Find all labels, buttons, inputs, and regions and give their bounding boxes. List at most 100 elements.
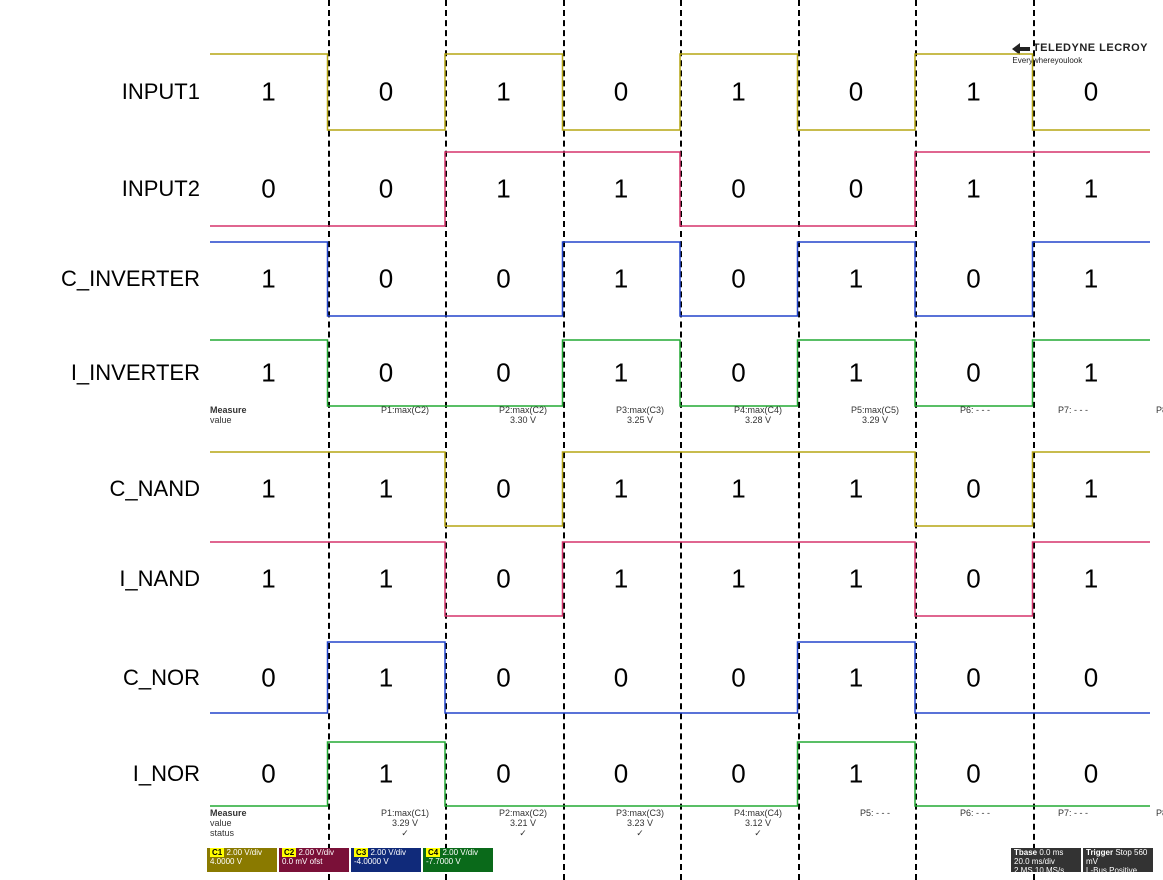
channel-box-c4[interactable]: C4 2.00 V/div-7.7000 V — [423, 848, 493, 872]
logic-value: 1 — [210, 564, 327, 595]
measure-item: P5:max(C5)3.29 V — [830, 405, 920, 425]
measure-item: P6: - - - — [930, 405, 1020, 415]
row-label: INPUT1 — [0, 79, 200, 105]
logic-value: 0 — [680, 358, 797, 389]
channel-box-c3[interactable]: C3 2.00 V/div-4.0000 V — [351, 848, 421, 872]
logic-value: 0 — [445, 662, 562, 693]
logic-value: 0 — [915, 358, 1032, 389]
logic-value: 0 — [680, 264, 797, 295]
logic-value: 1 — [1033, 474, 1150, 505]
logic-value: 1 — [328, 474, 445, 505]
logic-value: 1 — [1033, 174, 1150, 205]
waveform-zone: 01000100 — [210, 640, 1150, 715]
measure-item: P1:max(C2) — [360, 405, 450, 415]
logic-value: 1 — [1033, 564, 1150, 595]
logic-value: 0 — [445, 564, 562, 595]
logic-value: 1 — [563, 564, 680, 595]
measure-header: Measurevalue — [210, 405, 247, 425]
logic-value: 0 — [563, 77, 680, 108]
measure-item: P5: - - - — [830, 808, 920, 818]
logic-value: 0 — [445, 358, 562, 389]
measure-bar: Measurevalue P1:max(C2) P2:max(C2)3.30 V P3… — [210, 405, 1150, 433]
logic-value: 1 — [798, 564, 915, 595]
logic-value: 1 — [210, 264, 327, 295]
logic-value: 1 — [798, 264, 915, 295]
logic-value: 1 — [563, 358, 680, 389]
logic-value: 0 — [328, 358, 445, 389]
logic-value: 1 — [563, 474, 680, 505]
logic-value: 0 — [1033, 759, 1150, 790]
logic-value: 1 — [328, 662, 445, 693]
measure-header: Measurevaluestatus — [210, 808, 247, 838]
logic-value: 0 — [445, 474, 562, 505]
waveform-zone: 01000100 — [210, 740, 1150, 808]
logic-value: 0 — [563, 662, 680, 693]
measure-item: P4:max(C4)3.28 V — [713, 405, 803, 425]
measure-item: P8: - - - — [1126, 405, 1163, 415]
logic-value: 0 — [680, 662, 797, 693]
logic-value: 0 — [798, 77, 915, 108]
logic-value: 1 — [210, 474, 327, 505]
logic-value: 0 — [210, 662, 327, 693]
signal-row-input2: INPUT2 00110011 — [0, 150, 1163, 228]
waveform-zone: 00110011 — [210, 150, 1150, 228]
logic-value: 0 — [1033, 77, 1150, 108]
measure-item: P3:max(C3)3.25 V — [595, 405, 685, 425]
channel-box-c1[interactable]: C1 2.00 V/div4.0000 V — [207, 848, 277, 872]
logic-value: 1 — [445, 174, 562, 205]
measure-item: P2:max(C2)3.30 V — [478, 405, 568, 425]
logic-value: 1 — [798, 358, 915, 389]
logic-value: 0 — [915, 474, 1032, 505]
waveform-zone: 10101010 — [210, 52, 1150, 132]
row-label: C_INVERTER — [0, 266, 200, 292]
logic-value: 1 — [798, 474, 915, 505]
logic-value: 1 — [680, 564, 797, 595]
logic-value: 1 — [328, 564, 445, 595]
channel-box-c2[interactable]: C2 2.00 V/div0.0 mV ofst — [279, 848, 349, 872]
logic-value: 0 — [915, 264, 1032, 295]
waveform-zone: 10010101 — [210, 240, 1150, 318]
waveform-zone: 10010101 — [210, 338, 1150, 408]
logic-value: 0 — [798, 174, 915, 205]
logic-value: 1 — [798, 662, 915, 693]
measure-item: P4:max(C4)3.12 V✓ — [713, 808, 803, 839]
logic-value: 0 — [915, 564, 1032, 595]
logic-value: 1 — [563, 174, 680, 205]
measure-item: P3:max(C3)3.23 V✓ — [595, 808, 685, 839]
logic-value: 0 — [563, 759, 680, 790]
signal-row-i_inverter: I_INVERTER10010101 — [0, 338, 1163, 408]
measure-item: P7: - - - — [1028, 808, 1118, 818]
info-box-tbase[interactable]: Tbase 0.0 ms 20.0 ms/div2 MS 10 MS/s — [1011, 848, 1081, 872]
logic-value: 1 — [915, 77, 1032, 108]
measure-item: P1:max(C1)3.29 V✓ — [360, 808, 450, 839]
measure-item: P7: - - - — [1028, 405, 1118, 415]
info-box-trigger[interactable]: Trigger Stop 560 mVL-Bus Positive — [1083, 848, 1153, 872]
row-label: I_NAND — [0, 566, 200, 592]
signal-row-c_nor: C_NOR01000100 — [0, 640, 1163, 715]
row-label: I_NOR — [0, 761, 200, 787]
signal-row-c_inverter: C_INVERTER10010101 — [0, 240, 1163, 318]
measure-bar: Measurevaluestatus P1:max(C1)3.29 V✓ P2:ma… — [210, 808, 1150, 836]
row-label: C_NOR — [0, 665, 200, 691]
signal-row-i_nor: I_NOR 01000100 — [0, 740, 1163, 808]
measure-item: P2:max(C2)3.21 V✓ — [478, 808, 568, 839]
logic-value: 1 — [210, 77, 327, 108]
signal-row-i_nand: I_NAND11011101 — [0, 540, 1163, 618]
logic-value: 0 — [445, 264, 562, 295]
logic-value: 1 — [328, 759, 445, 790]
logic-value: 1 — [915, 174, 1032, 205]
logic-value: 1 — [1033, 358, 1150, 389]
logic-value: 0 — [1033, 662, 1150, 693]
row-label: I_INVERTER — [0, 360, 200, 386]
logic-value: 0 — [680, 759, 797, 790]
logic-value: 1 — [680, 474, 797, 505]
logic-value: 0 — [328, 77, 445, 108]
logic-value: 0 — [210, 174, 327, 205]
signal-row-input1: INPUT1 10101010 — [0, 52, 1163, 132]
logic-value: 0 — [915, 662, 1032, 693]
logic-value: 0 — [328, 174, 445, 205]
logic-value: 1 — [210, 358, 327, 389]
logic-value: 1 — [798, 759, 915, 790]
logic-value: 0 — [915, 759, 1032, 790]
row-label: INPUT2 — [0, 176, 200, 202]
